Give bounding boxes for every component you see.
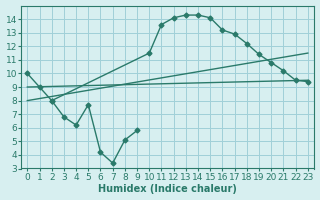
X-axis label: Humidex (Indice chaleur): Humidex (Indice chaleur) (98, 184, 237, 194)
